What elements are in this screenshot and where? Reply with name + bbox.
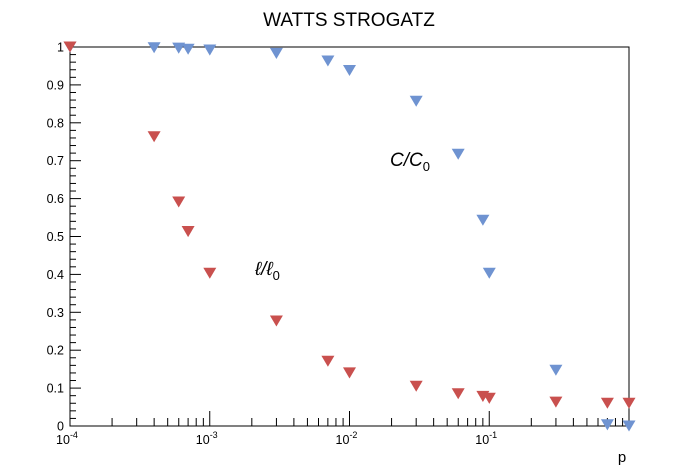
x-tick-label-base: 10 [56,433,70,447]
data-point [269,47,283,59]
y-tick-label: 0.2 [47,344,64,358]
y-tick-label: 0.1 [47,382,64,396]
x-tick-label-exponent: -3 [210,430,218,440]
data-point [343,65,356,76]
data-point [321,355,335,367]
data-point [147,42,161,54]
x-axis-title: p [618,449,626,466]
y-tick-label: 0.8 [47,116,64,130]
data-point [409,95,423,107]
x-tick-label: 10-4 [56,430,78,447]
chart-title: WATTS STROGATZ [263,10,435,31]
data-point [482,267,496,279]
y-tick-label: 1 [57,41,64,55]
data-point [622,397,636,409]
data-point [147,131,161,143]
x-tick-label-base: 10 [196,433,210,447]
y-tick-label: 0.5 [47,230,64,244]
y-tick-label: 0.4 [47,268,64,282]
x-tick-label-base: 10 [475,433,489,447]
annotation-c-numerator: C [390,150,404,171]
annotation-l-over-l0: ℓ/ℓ0 [254,259,280,283]
annotation-l-slash: / [259,259,268,280]
data-point [476,214,490,226]
y-tick-label: 0 [57,420,64,434]
svg-text:ℓ/ℓ0: ℓ/ℓ0 [254,259,280,283]
data-point [63,41,77,53]
data-point [549,364,563,376]
data-point [343,367,356,379]
x-tick-label-exponent: -1 [489,430,497,440]
data-point [181,43,195,55]
x-tick-label-exponent: -4 [70,430,78,440]
data-point [549,396,563,408]
data-point [600,397,614,409]
data-point [269,315,283,327]
svg-text:C/C0: C/C0 [390,150,430,174]
data-point [482,392,496,404]
x-tick-label-exponent: -2 [349,430,357,440]
data-point [451,388,465,400]
series-0 [63,41,636,432]
annotation-c-denominator: C [409,150,423,171]
series-1 [63,41,636,409]
y-tick-label: 0.6 [47,192,64,206]
data-point [203,44,217,56]
data-point [409,380,423,392]
annotation-c-subscript: 0 [423,159,430,174]
data-point [172,42,186,54]
y-tick-label: 0.7 [47,154,64,168]
annotation-l-denominator: ℓ [265,259,273,280]
x-tick-label: 10-2 [336,430,358,447]
annotation-c-over-c0: C/C0 [390,150,430,174]
y-tick-label: 0.9 [47,78,64,92]
annotation-l-subscript: 0 [273,268,280,283]
x-tick-label: 10-3 [196,430,218,447]
data-point [181,226,195,238]
x-tick-label-base: 10 [336,433,350,447]
data-point [172,196,186,208]
annotation-c-slash: / [402,150,411,171]
data-point [321,55,335,67]
data-marks [63,41,636,432]
data-point [600,419,614,431]
data-point [203,267,217,279]
annotation-l-numerator: ℓ [254,259,262,280]
data-point [622,420,636,432]
data-point [451,148,465,160]
x-tick-label: 10-1 [475,430,497,447]
y-tick-label: 0.3 [47,306,64,320]
